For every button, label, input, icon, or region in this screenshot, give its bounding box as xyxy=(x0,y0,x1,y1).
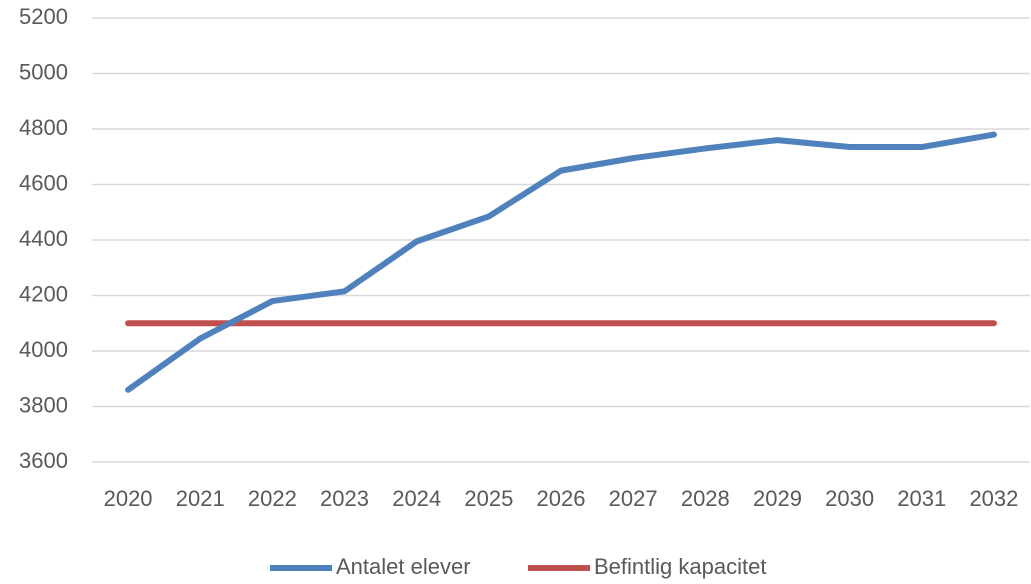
series-line xyxy=(125,131,997,393)
x-tick-label: 2029 xyxy=(753,486,802,511)
y-tick-label: 4800 xyxy=(19,115,68,140)
y-tick-label: 4000 xyxy=(19,337,68,362)
y-tick-label: 3800 xyxy=(19,392,68,417)
x-tick-label: 2020 xyxy=(104,486,153,511)
x-tick-label: 2027 xyxy=(609,486,658,511)
x-tick-label: 2031 xyxy=(897,486,946,511)
x-tick-label: 2024 xyxy=(392,486,441,511)
x-tick-label: 2023 xyxy=(320,486,369,511)
x-tick-label: 2021 xyxy=(176,486,225,511)
x-tick-label: 2032 xyxy=(969,486,1018,511)
x-tick-label: 2025 xyxy=(464,486,513,511)
y-tick-label: 4200 xyxy=(19,281,68,306)
y-tick-label: 4600 xyxy=(19,170,68,195)
x-tick-label: 2028 xyxy=(681,486,730,511)
legend-label: Befintlig kapacitet xyxy=(594,554,766,579)
x-tick-label: 2026 xyxy=(537,486,586,511)
y-tick-label: 3600 xyxy=(19,448,68,473)
y-tick-label: 5000 xyxy=(19,59,68,84)
x-tick-label: 2030 xyxy=(825,486,874,511)
x-tick-label: 2022 xyxy=(248,486,297,511)
y-tick-label: 5200 xyxy=(19,4,68,29)
y-tick-label: 4400 xyxy=(19,226,68,251)
legend-label: Antalet elever xyxy=(336,554,471,579)
